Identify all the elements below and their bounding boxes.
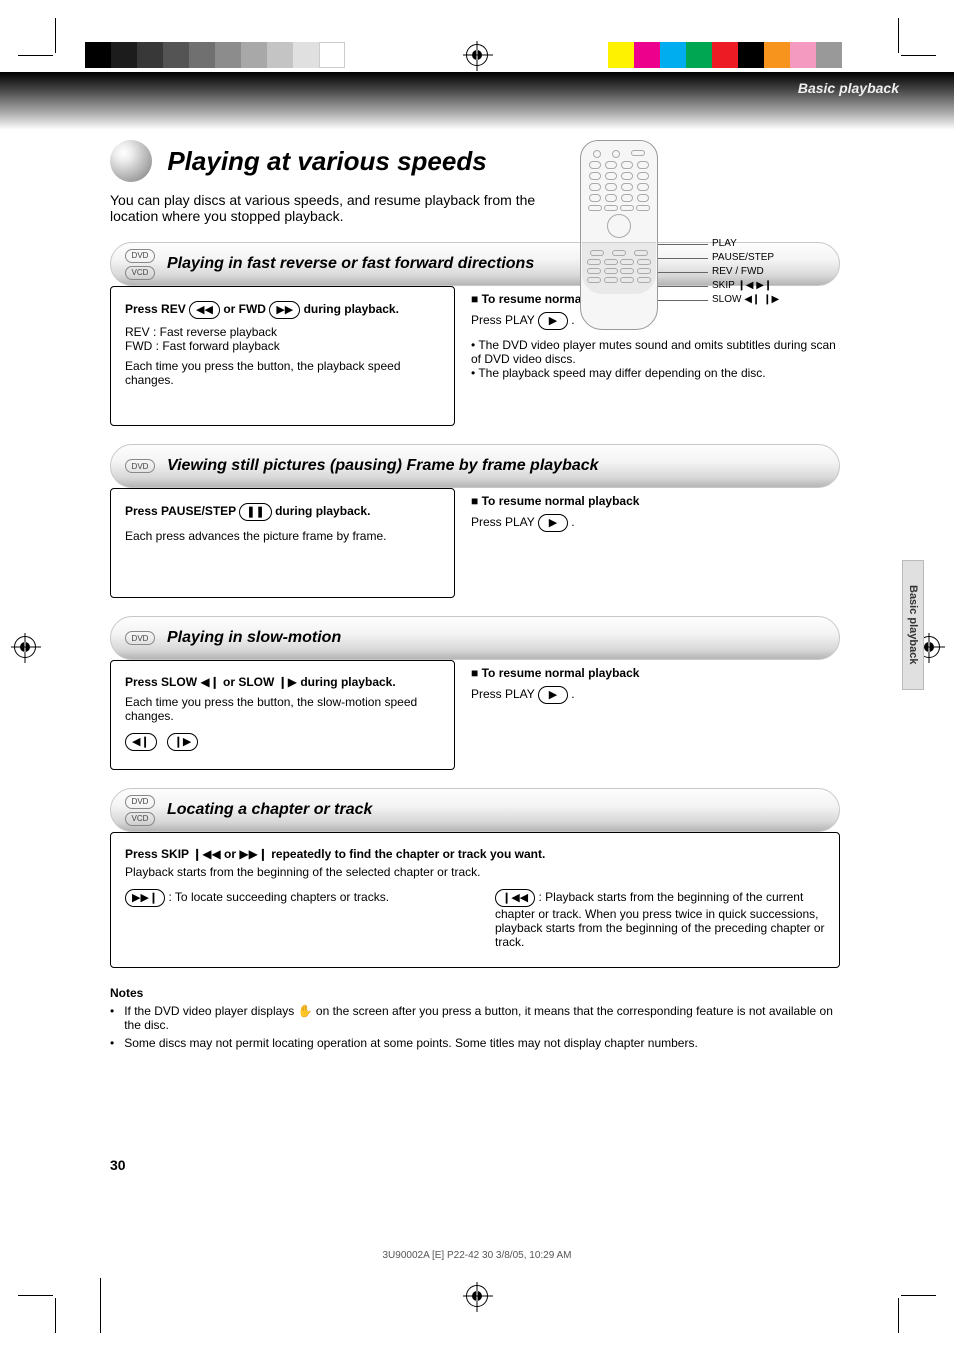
disc-vcd-pill: VCD bbox=[125, 266, 155, 280]
fwd-button-icon: ▶▶ bbox=[269, 301, 300, 319]
skip-next-button-icon: ▶▶❙ bbox=[125, 889, 165, 907]
disc-dvd-pill: DVD bbox=[125, 631, 155, 645]
section-title-locate: Locating a chapter or track bbox=[167, 801, 372, 819]
skip-next-icon: ▶▶❙ bbox=[239, 847, 268, 861]
disc-dvd-pill: DVD bbox=[125, 249, 155, 263]
page-title: Playing at various speeds bbox=[167, 146, 486, 177]
slow-speed-note: Each time you press the button, the slow… bbox=[125, 695, 440, 723]
fwd-desc: FWD : Fast forward playback bbox=[125, 339, 440, 353]
pause-button-icon: ❚❚ bbox=[239, 503, 271, 521]
running-header: Basic playback bbox=[798, 80, 899, 96]
disc-dvd-pill: DVD bbox=[125, 795, 155, 809]
square-bullet-icon: ■ bbox=[471, 292, 478, 306]
note-item: If the DVD video player displays ✋ on th… bbox=[124, 1004, 840, 1032]
remote-label-revfwd: REV / FWD bbox=[712, 266, 764, 277]
play-button-icon: ▶ bbox=[538, 686, 568, 704]
disc-dvd-pill: DVD bbox=[125, 459, 155, 473]
slow-rev-button-icon: ◀❙ bbox=[125, 733, 157, 751]
slow-rev-icon: ◀❙ bbox=[200, 675, 219, 689]
grayscale-calibration-strip bbox=[85, 42, 345, 68]
reg-target-bottom bbox=[466, 1285, 488, 1307]
notes-block: Notes • If the DVD video player displays… bbox=[110, 986, 840, 1050]
skip-prev-next-icons: ❙◀ ▶❙ bbox=[737, 280, 772, 291]
skip-prev-button-icon: ❙◀◀ bbox=[495, 889, 535, 907]
rev-desc: REV : Fast reverse playback bbox=[125, 325, 440, 339]
skip-next-desc: : To locate succeeding chapters or track… bbox=[168, 890, 389, 904]
color-calibration-strip bbox=[608, 42, 842, 68]
slow-fwd-icon: ❙▶ bbox=[278, 675, 297, 689]
square-bullet-icon: ■ bbox=[471, 494, 478, 508]
remote-label-skip: SKIP ❙◀ ▶❙ bbox=[712, 280, 772, 291]
note-item: Some discs may not permit locating opera… bbox=[124, 1036, 698, 1050]
remote-label-slow: SLOW ◀❙ ❙▶ bbox=[712, 294, 779, 305]
slow-fwd-button-icon: ❙▶ bbox=[167, 733, 199, 751]
remote-label-play: PLAY bbox=[712, 238, 737, 249]
reg-target-left bbox=[14, 636, 36, 658]
section-bar-locate: DVD VCD Locating a chapter or track bbox=[110, 788, 840, 832]
slow-rev-fwd-icons: ◀❙ ❙▶ bbox=[744, 294, 779, 305]
instruction-box-slow: Press SLOW ◀❙ or SLOW ❙▶ during playback… bbox=[110, 660, 455, 770]
title-bullet bbox=[110, 140, 152, 182]
section-title-still: Viewing still pictures (pausing) Frame b… bbox=[167, 457, 599, 475]
page-subtitle: You can play discs at various speeds, an… bbox=[110, 192, 540, 224]
rev-button-icon: ◀◀ bbox=[189, 301, 220, 319]
locate-desc: Playback starts from the beginning of th… bbox=[125, 865, 825, 879]
fast-speed-note: Each time you press the button, the play… bbox=[125, 359, 440, 387]
section-title-fast: Playing in fast reverse or fast forward … bbox=[167, 255, 534, 273]
fast-right-note: • The DVD video player mutes sound and o… bbox=[471, 338, 840, 380]
play-button-icon: ▶ bbox=[538, 514, 568, 532]
instruction-box-locate: Press SKIP ❙◀◀ or ▶▶❙ repeatedly to find… bbox=[110, 832, 840, 968]
remote-diagram: PLAY PAUSE/STEP REV / FWD SKIP ❙◀ ▶❙ SLO… bbox=[580, 140, 840, 330]
section-title-slow: Playing in slow-motion bbox=[167, 629, 341, 647]
side-tab: Basic playback bbox=[902, 560, 924, 690]
right-col-slow: ■ To resume normal playback Press PLAY ▶… bbox=[471, 660, 840, 770]
stop-hand-icon: ✋ bbox=[298, 1004, 313, 1018]
square-bullet-icon: ■ bbox=[471, 666, 478, 680]
right-col-still: ■ To resume normal playback Press PLAY ▶… bbox=[471, 488, 840, 598]
reg-target-top bbox=[466, 44, 488, 66]
page-number: 30 bbox=[110, 1157, 126, 1173]
frame-advance-note: Each press advances the picture frame by… bbox=[125, 529, 440, 543]
instruction-box-still: Press PAUSE/STEP ❚❚ during playback. Eac… bbox=[110, 488, 455, 598]
skip-prev-desc: : Playback starts from the beginning of … bbox=[495, 890, 825, 949]
notes-heading: Notes bbox=[110, 986, 840, 1000]
play-button-icon: ▶ bbox=[538, 312, 568, 330]
disc-vcd-pill: VCD bbox=[125, 812, 155, 826]
remote-label-pause: PAUSE/STEP bbox=[712, 252, 774, 263]
instruction-box-fast: Press REV ◀◀ or FWD ▶▶ during playback. … bbox=[110, 286, 455, 426]
section-bar-still: DVD Viewing still pictures (pausing) Fra… bbox=[110, 444, 840, 488]
section-bar-slow: DVD Playing in slow-motion bbox=[110, 616, 840, 660]
skip-prev-icon: ❙◀◀ bbox=[192, 847, 221, 861]
footer: 3U90002A [E] P22-42 30 3/8/05, 10:29 AM bbox=[0, 1250, 954, 1261]
